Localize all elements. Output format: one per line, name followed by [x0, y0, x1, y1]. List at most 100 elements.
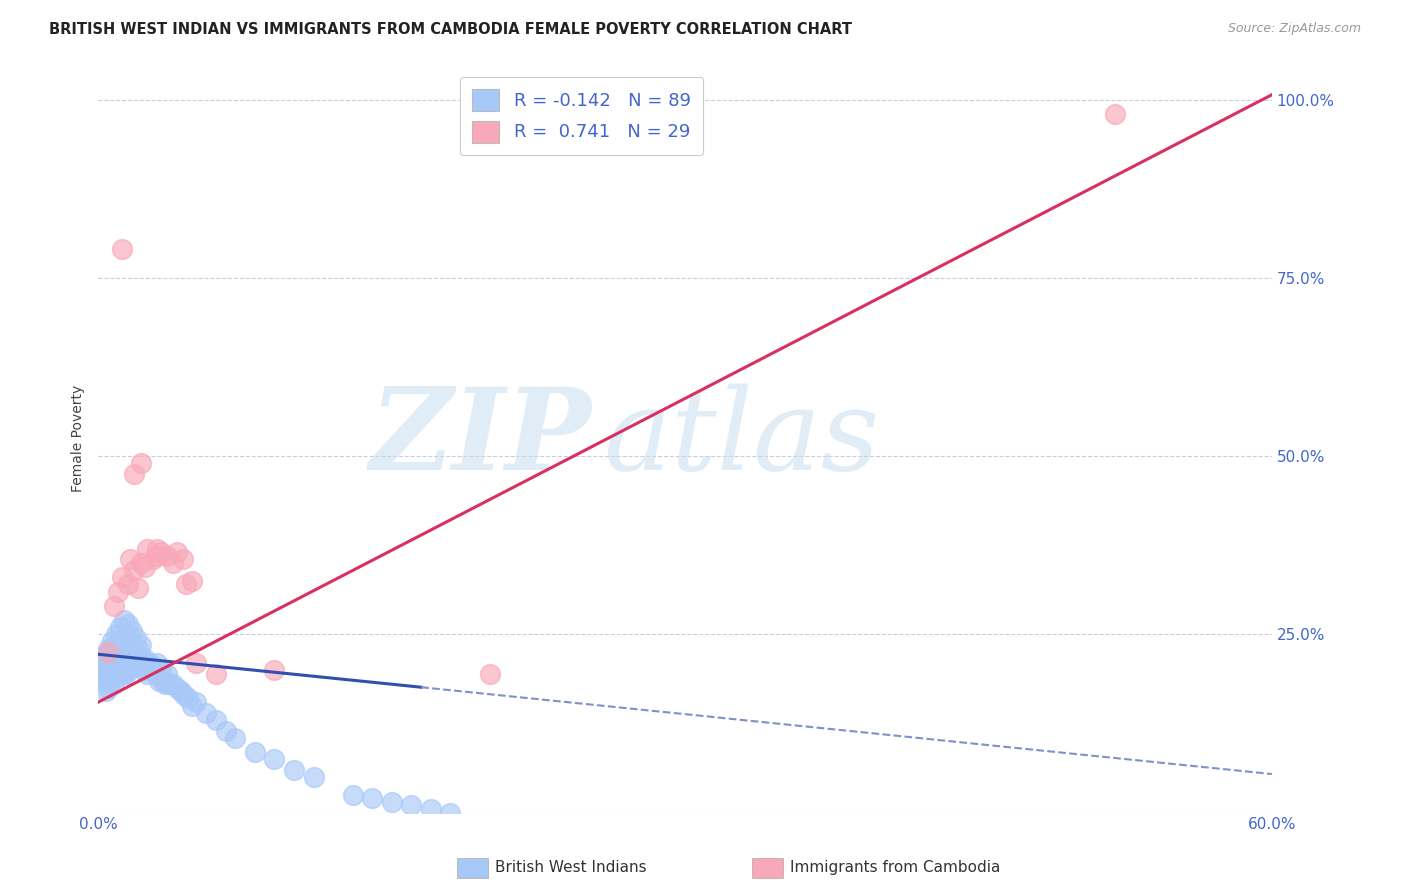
Point — [134, 652, 156, 666]
Point — [173, 688, 195, 702]
Point — [107, 634, 129, 648]
Point — [103, 663, 125, 677]
Point — [146, 541, 169, 556]
Point — [103, 652, 125, 666]
Point — [114, 666, 136, 681]
Point — [111, 645, 134, 659]
Point — [186, 695, 208, 709]
Point — [97, 663, 120, 677]
Point — [263, 752, 285, 766]
Point — [401, 798, 423, 813]
Point — [96, 652, 118, 666]
Point — [177, 691, 200, 706]
Text: Immigrants from Cambodia: Immigrants from Cambodia — [790, 861, 1001, 875]
Point — [127, 659, 149, 673]
Point — [112, 652, 135, 666]
Point — [127, 641, 149, 656]
Point — [101, 656, 124, 670]
Point — [148, 673, 170, 688]
Point — [122, 659, 145, 673]
Point — [169, 684, 191, 698]
Point — [146, 549, 169, 563]
Point — [91, 666, 114, 681]
Point — [101, 666, 124, 681]
Point — [136, 541, 159, 556]
Text: ZIP: ZIP — [370, 383, 592, 494]
Point — [111, 659, 134, 673]
Point — [108, 652, 131, 666]
Point — [439, 805, 461, 820]
Point — [128, 648, 150, 663]
Point — [124, 631, 146, 645]
Point — [150, 663, 173, 677]
Point — [224, 731, 246, 745]
Point — [172, 552, 194, 566]
Point — [186, 656, 208, 670]
Point — [112, 666, 135, 681]
Point — [157, 677, 180, 691]
Point — [105, 670, 128, 684]
Point — [117, 663, 139, 677]
Point — [117, 577, 139, 591]
Point — [107, 648, 129, 663]
Point — [105, 627, 128, 641]
Point — [97, 645, 120, 659]
Point — [98, 673, 121, 688]
Point — [112, 613, 135, 627]
Point — [111, 570, 134, 584]
Point — [107, 663, 129, 677]
Point — [195, 706, 218, 720]
Point — [96, 666, 118, 681]
Point — [342, 788, 364, 802]
Point — [131, 652, 153, 666]
Point — [98, 648, 121, 663]
Point — [118, 638, 141, 652]
Point — [131, 556, 153, 570]
Point — [142, 552, 165, 566]
Point — [381, 795, 404, 809]
Point — [117, 627, 139, 641]
Point — [97, 666, 120, 681]
Point — [181, 574, 204, 588]
Point — [156, 549, 179, 563]
Point — [166, 681, 188, 695]
Point — [107, 584, 129, 599]
Point — [1104, 107, 1126, 121]
Point — [131, 638, 153, 652]
Point — [118, 552, 141, 566]
Point — [152, 673, 174, 688]
Point — [146, 656, 169, 670]
Point — [162, 677, 184, 691]
Point — [122, 467, 145, 481]
Point — [156, 666, 179, 681]
Point — [122, 563, 145, 577]
Point — [150, 545, 173, 559]
Point — [361, 791, 384, 805]
Point — [122, 645, 145, 659]
Point — [142, 663, 165, 677]
Point — [181, 698, 204, 713]
Point — [93, 656, 115, 670]
Point — [111, 243, 134, 257]
Point — [103, 677, 125, 691]
Point — [124, 652, 146, 666]
Point — [108, 620, 131, 634]
Point — [105, 656, 128, 670]
Point — [263, 663, 285, 677]
Point — [214, 723, 236, 738]
Legend: R = -0.142   N = 89, R =  0.741   N = 29: R = -0.142 N = 89, R = 0.741 N = 29 — [460, 77, 703, 155]
Point — [204, 713, 226, 727]
Point — [143, 666, 166, 681]
Point — [204, 666, 226, 681]
Point — [132, 663, 155, 677]
Point — [103, 599, 125, 613]
Text: British West Indians: British West Indians — [495, 861, 647, 875]
Point — [166, 545, 188, 559]
Point — [118, 652, 141, 666]
Point — [302, 770, 325, 784]
Point — [131, 456, 153, 470]
Point — [97, 681, 120, 695]
Point — [162, 556, 184, 570]
Y-axis label: Female Poverty: Female Poverty — [72, 384, 86, 491]
Point — [97, 648, 120, 663]
